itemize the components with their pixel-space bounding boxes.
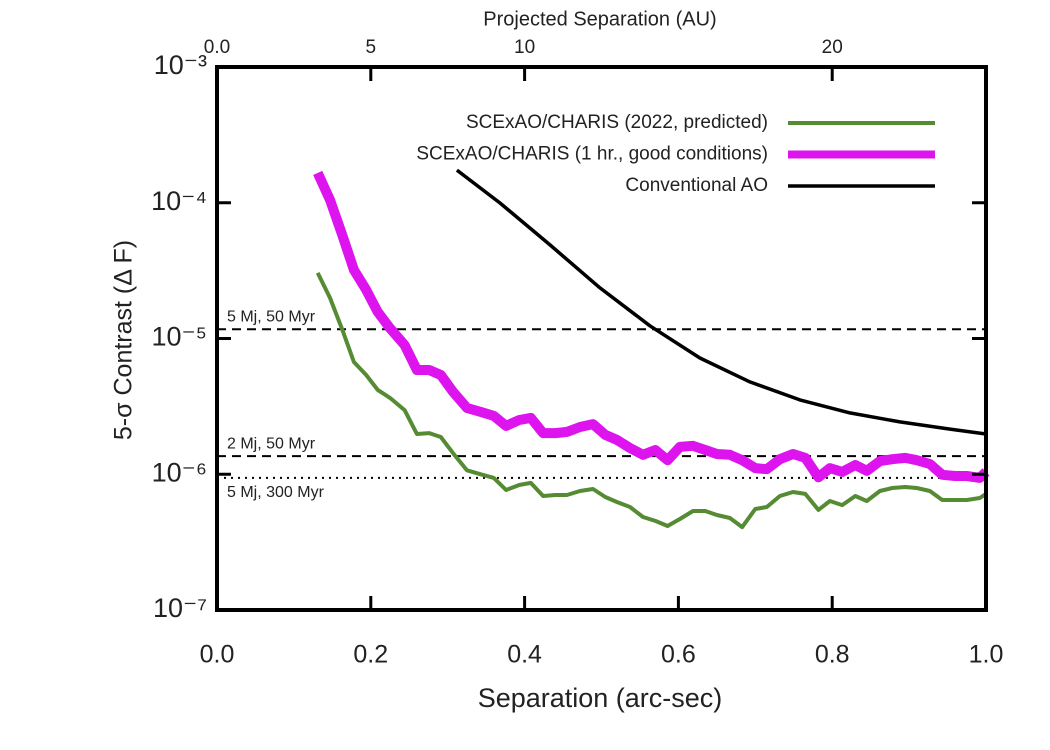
y-tick-label: 10⁻⁴ xyxy=(151,186,207,216)
data-line xyxy=(315,272,988,530)
legend-label: Conventional AO xyxy=(625,175,768,196)
x2-tick-label: 10 xyxy=(514,37,535,58)
data-line xyxy=(313,170,990,483)
reference-label: 5 Mj, 300 Myr xyxy=(227,484,325,501)
x-tick-label: 0.6 xyxy=(661,641,696,669)
x-tick-label: 0.4 xyxy=(507,641,542,669)
reference-label: 2 Mj, 50 Myr xyxy=(227,435,316,452)
x-axis-title: Separation (arc-sec) xyxy=(478,683,723,713)
y-tick-label: 10⁻⁶ xyxy=(152,457,207,487)
x-tick-label: 0.8 xyxy=(815,641,850,669)
y-axis-title: 5-σ Contrast (Δ F) xyxy=(110,240,138,440)
x-tick-label: 0.0 xyxy=(200,641,235,669)
y-tick-label: 10⁻⁵ xyxy=(152,322,207,352)
x2-tick-label: 20 xyxy=(822,37,843,58)
x-tick-label: 0.2 xyxy=(353,641,388,669)
data-line xyxy=(455,168,987,436)
y-tick-label: 10⁻³ xyxy=(154,50,207,80)
top-axis-title: Projected Separation (AU) xyxy=(483,8,716,30)
reference-label: 5 Mj, 50 Myr xyxy=(227,308,316,325)
legend-label: SCExAO/CHARIS (2022, predicted) xyxy=(466,112,768,133)
x-tick-label: 1.0 xyxy=(969,641,1004,669)
x2-tick-label: 5 xyxy=(366,37,377,58)
x2-tick-label: 0.0 xyxy=(204,37,230,58)
y-tick-label: 10⁻⁷ xyxy=(153,593,207,623)
legend-label: SCExAO/CHARIS (1 hr., good conditions) xyxy=(416,144,768,165)
